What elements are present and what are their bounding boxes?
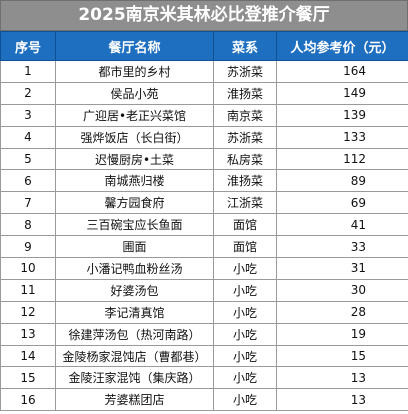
cell-cuisine: 南京菜 — [213, 103, 277, 127]
table-row: 3 广迎居•老正兴菜馆 南京菜 139 — [0, 103, 408, 127]
cell-number: 1 — [0, 60, 56, 83]
cell-cuisine: 小吃 — [213, 278, 277, 302]
table-row: 12 李记清真馆 小吃 28 — [0, 300, 408, 324]
table-row: 10 小潘记鸭血粉丝汤 小吃 31 — [0, 257, 408, 280]
cell-price: 139 — [276, 103, 408, 127]
cell-name: 馨方园食府 — [55, 191, 214, 215]
cell-name: 都市里的乡村 — [55, 60, 214, 83]
cell-number: 4 — [0, 125, 56, 149]
table-row: 2 侯品小苑 淮扬菜 149 — [0, 81, 408, 105]
cell-price: 112 — [276, 147, 408, 171]
cell-name: 李记清真馆 — [55, 300, 214, 324]
cell-number: 16 — [0, 388, 56, 412]
cell-cuisine: 面馆 — [213, 213, 277, 237]
cell-name: 迟慢厨房•土菜 — [55, 147, 214, 171]
table-title: 2025南京米其林必比登推介餐厅 — [0, 0, 408, 31]
cell-price: 69 — [276, 191, 408, 215]
cell-name: 小潘记鸭血粉丝汤 — [55, 257, 214, 280]
table-body: 1 都市里的乡村 苏浙菜 164 2 侯品小苑 淮扬菜 149 3 广迎居•老正兴菜馆 南京菜 139… — [0, 60, 408, 412]
cell-price: 89 — [276, 169, 408, 193]
cell-cuisine: 面馆 — [213, 235, 277, 259]
table-row: 11 好婆汤包 小吃 30 — [0, 278, 408, 302]
cell-name: 金陵汪家混饨（集庆路） — [55, 366, 214, 390]
cell-price: 15 — [276, 344, 408, 368]
cell-number: 10 — [0, 257, 56, 280]
table-row: 1 都市里的乡村 苏浙菜 164 — [0, 60, 408, 83]
cell-cuisine: 小吃 — [213, 300, 277, 324]
cell-number: 12 — [0, 300, 56, 324]
table-row: 9 圃面 面馆 33 — [0, 235, 408, 259]
cell-cuisine: 淮扬菜 — [213, 169, 277, 193]
cell-number: 3 — [0, 103, 56, 127]
cell-name: 徐建萍汤包（热河南路） — [55, 322, 214, 346]
cell-price: 28 — [276, 300, 408, 324]
cell-name: 好婆汤包 — [55, 278, 214, 302]
table-row: 13 徐建萍汤包（热河南路） 小吃 19 — [0, 322, 408, 346]
cell-name: 侯品小苑 — [55, 81, 214, 105]
cell-price: 41 — [276, 213, 408, 237]
cell-price: 13 — [276, 366, 408, 390]
cell-cuisine: 小吃 — [213, 257, 277, 280]
cell-price: 164 — [276, 60, 408, 83]
cell-number: 5 — [0, 147, 56, 171]
cell-number: 6 — [0, 169, 56, 193]
cell-price: 33 — [276, 235, 408, 259]
cell-price: 149 — [276, 81, 408, 105]
cell-cuisine: 江浙菜 — [213, 191, 277, 215]
cell-price: 13 — [276, 388, 408, 412]
header-price: 人均参考价（元） — [276, 31, 408, 61]
table-row: 7 馨方园食府 江浙菜 69 — [0, 191, 408, 215]
cell-name: 南城燕归楼 — [55, 169, 214, 193]
cell-number: 13 — [0, 322, 56, 346]
table-row: 15 金陵汪家混饨（集庆路） 小吃 13 — [0, 366, 408, 390]
cell-name: 广迎居•老正兴菜馆 — [55, 103, 214, 127]
cell-price: 31 — [276, 257, 408, 280]
cell-name: 强烨饭店（长白街） — [55, 125, 214, 149]
table-row: 4 强烨饭店（长白街） 苏浙菜 133 — [0, 125, 408, 149]
table-row: 5 迟慢厨房•土菜 私房菜 112 — [0, 147, 408, 171]
cell-cuisine: 小吃 — [213, 322, 277, 346]
cell-price: 133 — [276, 125, 408, 149]
cell-number: 9 — [0, 235, 56, 259]
table-row: 6 南城燕归楼 淮扬菜 89 — [0, 169, 408, 193]
cell-number: 7 — [0, 191, 56, 215]
cell-name: 金陵杨家混饨店（曹都巷） — [55, 344, 214, 368]
cell-cuisine: 淮扬菜 — [213, 81, 277, 105]
header-row: 序号 餐厅名称 菜系 人均参考价（元） — [0, 31, 408, 61]
header-number: 序号 — [0, 31, 56, 61]
cell-number: 8 — [0, 213, 56, 237]
header-name: 餐厅名称 — [55, 31, 214, 61]
cell-cuisine: 苏浙菜 — [213, 125, 277, 149]
cell-name: 圃面 — [55, 235, 214, 259]
table-row: 14 金陵杨家混饨店（曹都巷） 小吃 15 — [0, 344, 408, 368]
cell-name: 芳婆糕团店 — [55, 388, 214, 412]
cell-number: 15 — [0, 366, 56, 390]
cell-number: 11 — [0, 278, 56, 302]
header-cuisine: 菜系 — [213, 31, 277, 61]
table-row: 8 三百碗宝应长鱼面 面馆 41 — [0, 213, 408, 237]
table-row: 16 芳婆糕团店 小吃 13 — [0, 388, 408, 412]
cell-cuisine: 苏浙菜 — [213, 60, 277, 83]
cell-price: 30 — [276, 278, 408, 302]
cell-cuisine: 小吃 — [213, 388, 277, 412]
cell-number: 2 — [0, 81, 56, 105]
restaurant-table: 序号 餐厅名称 菜系 人均参考价（元） 1 都市里的乡村 苏浙菜 164 2 侯品小苑 淮扬… — [0, 31, 408, 412]
cell-name: 三百碗宝应长鱼面 — [55, 213, 214, 237]
cell-cuisine: 私房菜 — [213, 147, 277, 171]
cell-cuisine: 小吃 — [213, 344, 277, 368]
cell-number: 14 — [0, 344, 56, 368]
cell-cuisine: 小吃 — [213, 366, 277, 390]
cell-price: 19 — [276, 322, 408, 346]
